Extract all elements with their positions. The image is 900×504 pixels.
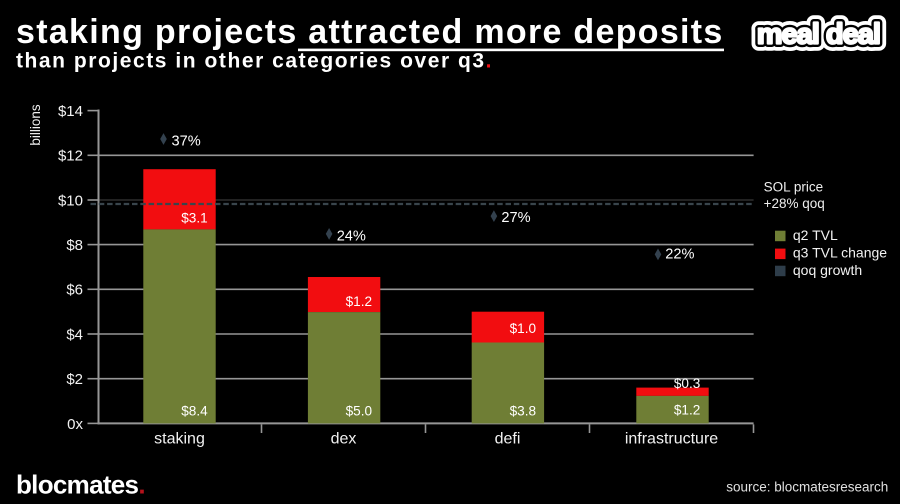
svg-text:$3.8: $3.8 xyxy=(510,403,536,418)
svg-text:$3.1: $3.1 xyxy=(181,210,207,225)
svg-text:+28% qoq: +28% qoq xyxy=(764,196,825,211)
svg-text:$1.0: $1.0 xyxy=(510,321,537,336)
svg-text:infrastructure: infrastructure xyxy=(625,430,718,447)
svg-text:24%: 24% xyxy=(337,229,366,245)
svg-text:$14: $14 xyxy=(58,103,83,120)
svg-text:billions: billions xyxy=(28,104,43,146)
svg-text:$8.4: $8.4 xyxy=(181,403,208,418)
svg-text:q3 TVL change: q3 TVL change xyxy=(793,245,887,261)
svg-text:than projects in other categor: than projects in other categories over q… xyxy=(16,49,493,72)
svg-text:staking projects attracted mor: staking projects attracted more deposits xyxy=(16,13,724,51)
svg-text:staking: staking xyxy=(154,430,205,447)
svg-text:$12: $12 xyxy=(58,148,83,165)
svg-text:blocmates.: blocmates. xyxy=(16,469,145,499)
svg-text:$5.0: $5.0 xyxy=(346,403,373,418)
svg-text:$10: $10 xyxy=(58,192,83,209)
svg-text:$2: $2 xyxy=(66,371,83,388)
svg-text:dex: dex xyxy=(331,430,357,447)
svg-text:SOL price: SOL price xyxy=(764,179,824,194)
svg-text:$4: $4 xyxy=(66,326,83,343)
svg-text:$0.3: $0.3 xyxy=(674,376,700,391)
svg-text:q2 TVL: q2 TVL xyxy=(793,227,838,243)
svg-text:0x: 0x xyxy=(67,416,83,433)
svg-text:27%: 27% xyxy=(501,210,530,226)
svg-text:22%: 22% xyxy=(665,247,694,263)
svg-text:$6: $6 xyxy=(66,282,83,299)
svg-text:source: blocmatesresearch: source: blocmatesresearch xyxy=(726,480,888,495)
svg-text:defi: defi xyxy=(495,430,521,447)
svg-text:$1.2: $1.2 xyxy=(346,294,372,309)
svg-text:qoq growth: qoq growth xyxy=(793,262,862,278)
svg-text:$8: $8 xyxy=(66,237,83,254)
svg-text:meal deal: meal deal xyxy=(757,18,880,50)
svg-text:meal deal: meal deal xyxy=(757,18,880,50)
svg-text:$1.2: $1.2 xyxy=(674,402,700,417)
svg-text:meal deal: meal deal xyxy=(757,18,880,50)
svg-text:37%: 37% xyxy=(172,134,201,150)
